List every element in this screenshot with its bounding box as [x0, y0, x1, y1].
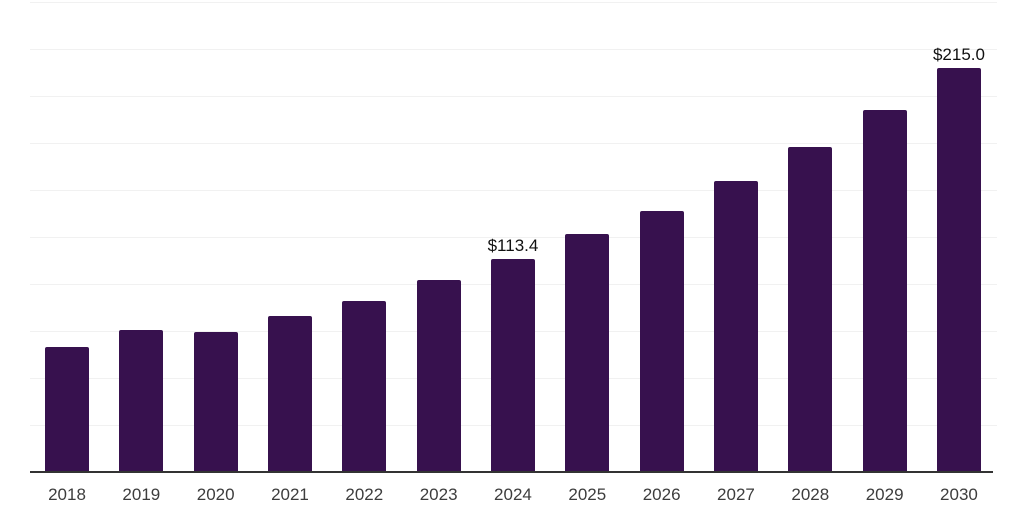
- x-tick-label-2022: 2022: [345, 485, 384, 504]
- x-tick-label-2026: 2026: [642, 485, 681, 504]
- bar-2028: [788, 146, 833, 472]
- x-tick-label-2019: 2019: [122, 485, 161, 504]
- x-tick-label-2030: 2030: [940, 485, 978, 504]
- x-tick-label-2023: 2023: [419, 485, 458, 504]
- x-tick-label-2024: 2024: [494, 485, 532, 504]
- bar-2023: [416, 280, 461, 472]
- data-label-2024: $113.4: [487, 235, 539, 255]
- x-tick-label-2029: 2029: [865, 485, 904, 504]
- bar-2020: [193, 331, 238, 472]
- bar-2018: [45, 347, 89, 472]
- bar-2024: [490, 258, 535, 472]
- x-tick-label-2025: 2025: [568, 485, 607, 504]
- gridline-125: [30, 237, 997, 238]
- x-tick-label-2021: 2021: [271, 485, 309, 504]
- bar-2019: [119, 330, 164, 472]
- bar-2025: [565, 233, 610, 472]
- x-tick-label-2028: 2028: [791, 485, 830, 504]
- gridline-250: [30, 2, 997, 3]
- bar-2022: [342, 300, 387, 472]
- bar-2029: [862, 109, 907, 472]
- x-tick-label-2020: 2020: [196, 485, 235, 504]
- x-tick-label-2027: 2027: [717, 485, 755, 504]
- bar-2021: [267, 315, 312, 472]
- x-tick-label-2018: 2018: [48, 485, 86, 504]
- gridline-175: [30, 143, 997, 144]
- gridline-200: [30, 96, 997, 97]
- bar-2026: [639, 210, 684, 472]
- gridline-225: [30, 49, 997, 50]
- x-axis-line: [30, 471, 993, 473]
- bar-2030: [936, 67, 981, 472]
- bar-2027: [713, 180, 758, 472]
- data-label-2030: $215.0: [932, 44, 985, 64]
- gridline-150: [30, 190, 997, 191]
